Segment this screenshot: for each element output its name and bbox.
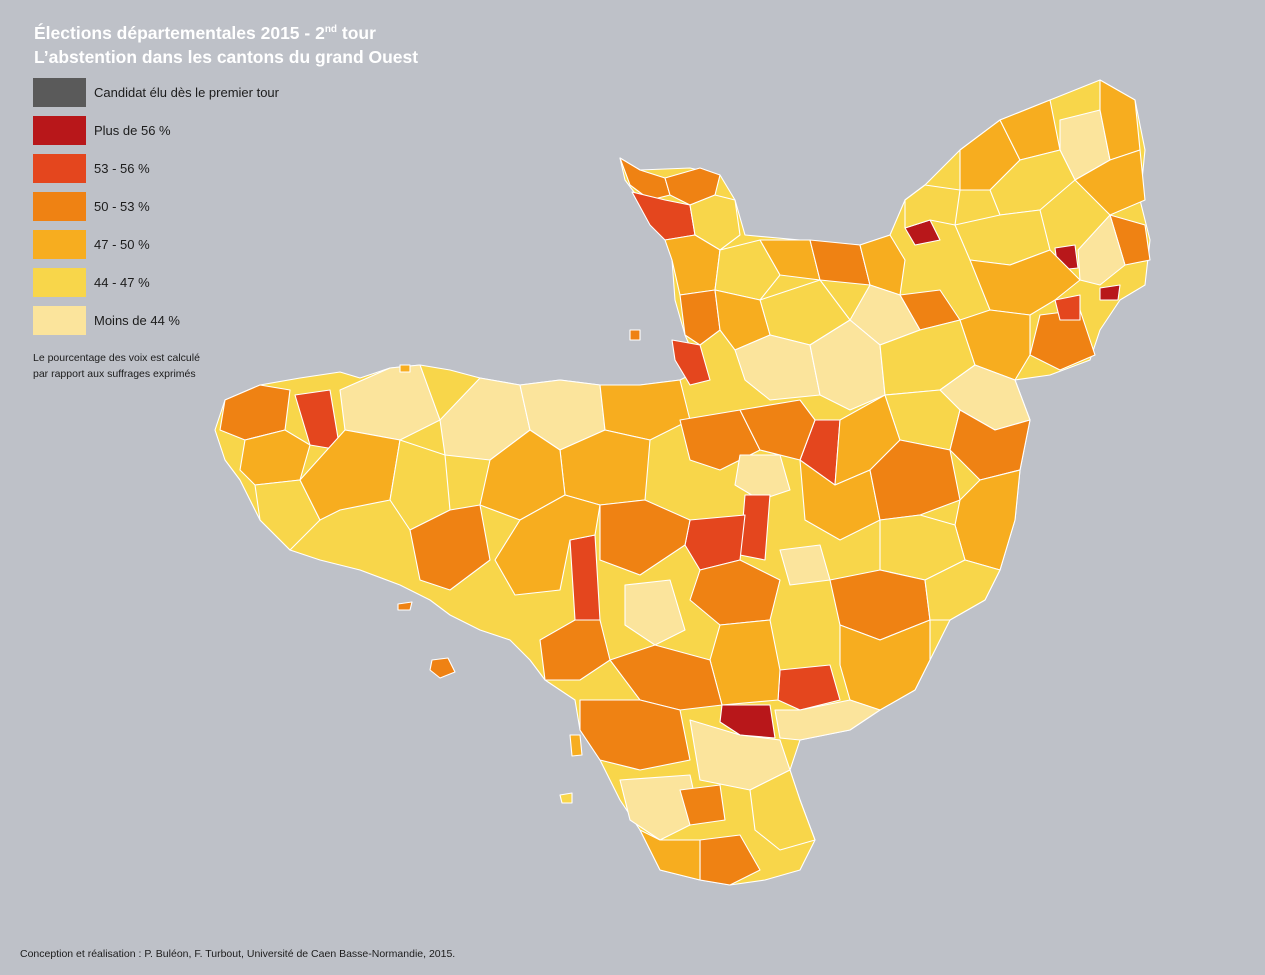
canton	[239, 429, 311, 486]
canton	[599, 499, 691, 576]
legend-item-50-53: 50 - 53 %	[33, 192, 313, 222]
legend-swatch	[33, 154, 86, 183]
island	[429, 657, 456, 679]
canton	[1077, 214, 1126, 286]
canton	[639, 829, 701, 881]
canton	[749, 769, 816, 851]
canton	[709, 619, 781, 706]
map-title: Élections départementales 2015 - 2nd tou…	[34, 18, 418, 69]
title-line-2: L’abstention dans les cantons du grand O…	[34, 47, 419, 67]
canton	[774, 699, 881, 741]
legend-label: 53 - 56 %	[94, 161, 150, 176]
legend-swatch	[33, 78, 86, 107]
island	[399, 364, 411, 373]
canton	[839, 619, 931, 711]
canton	[1074, 149, 1146, 216]
legend-swatch	[33, 230, 86, 259]
note-line-2: par rapport aux suffrages exprimés	[33, 368, 196, 380]
legend-label: Plus de 56 %	[94, 123, 171, 138]
legend-item-44-47: 44 - 47 %	[33, 268, 313, 298]
legend-label: Moins de 44 %	[94, 313, 180, 328]
legend-item-47-50: 47 - 50 %	[33, 230, 313, 260]
note-line-1: Le pourcentage des voix est calculé	[33, 352, 200, 364]
legend-swatch	[33, 192, 86, 221]
canton	[734, 454, 791, 501]
canton	[569, 534, 601, 621]
canton	[679, 784, 726, 826]
canton	[254, 479, 321, 551]
canton	[671, 339, 711, 386]
canton	[859, 234, 906, 296]
legend-swatch	[33, 116, 86, 145]
island	[559, 792, 573, 804]
legend-item-over-56: Plus de 56 %	[33, 116, 313, 146]
canton	[739, 399, 816, 461]
title-line-1: Élections départementales 2015 - 2nd tou…	[34, 23, 376, 43]
credits-text: Conception et réalisation : P. Buléon, F…	[20, 948, 456, 960]
island	[629, 329, 641, 341]
legend-swatch	[33, 306, 86, 335]
legend-item-53-56: 53 - 56 %	[33, 154, 313, 184]
legend-label: 44 - 47 %	[94, 275, 150, 290]
canton	[714, 239, 781, 301]
canton	[389, 439, 451, 531]
canton	[1054, 294, 1081, 321]
legend-label: 50 - 53 %	[94, 199, 150, 214]
canton	[1099, 284, 1121, 301]
canton	[719, 704, 776, 739]
canton	[494, 494, 601, 596]
canton	[679, 289, 721, 346]
legend-item-under-44: Moins de 44 %	[33, 306, 313, 336]
legend-item-first-round: Candidat élu dès le premier tour	[33, 78, 313, 108]
legend-label: 47 - 50 %	[94, 237, 150, 252]
canton	[739, 494, 771, 561]
canton	[409, 504, 491, 591]
island	[569, 734, 583, 757]
legend-swatch	[33, 268, 86, 297]
calculation-note: Le pourcentage des voix est calculé par …	[33, 350, 200, 382]
legend-label: Candidat élu dès le premier tour	[94, 85, 279, 100]
canton	[579, 699, 691, 771]
canton	[619, 157, 671, 201]
canton	[624, 579, 686, 646]
island	[397, 601, 413, 611]
